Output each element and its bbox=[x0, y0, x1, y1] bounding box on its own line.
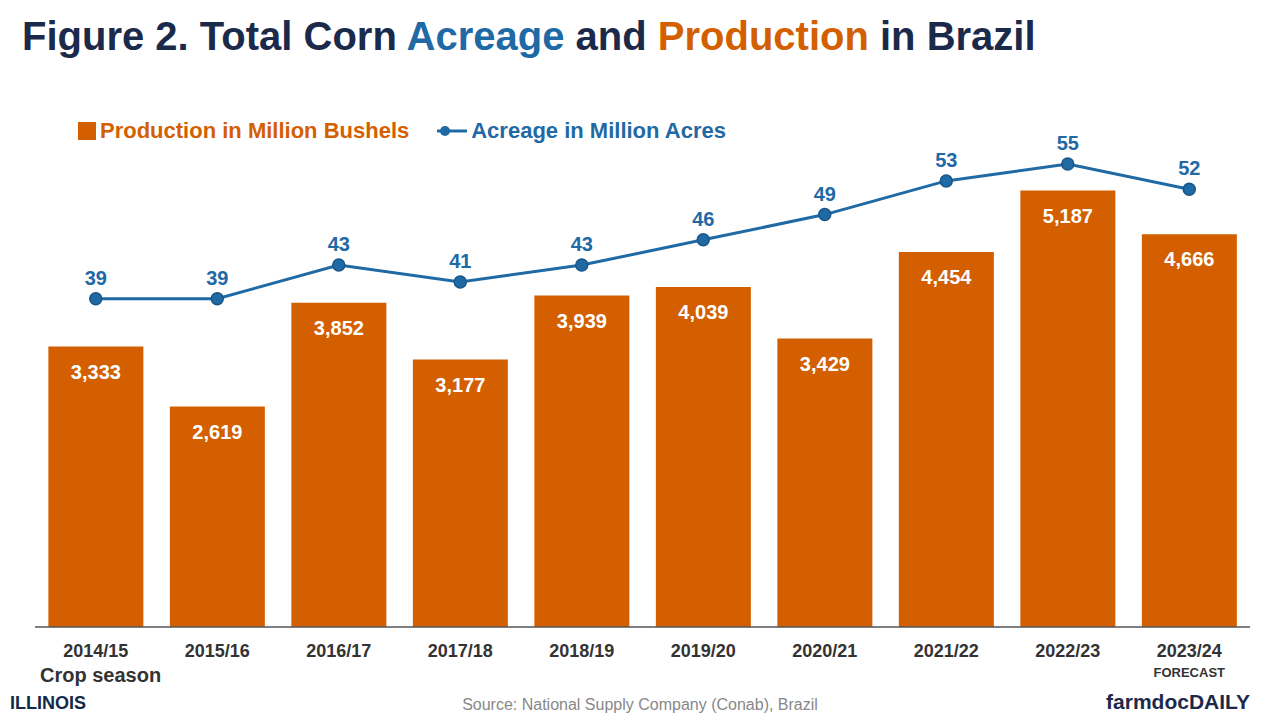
svg-text:4,666: 4,666 bbox=[1164, 248, 1214, 270]
svg-text:3,852: 3,852 bbox=[314, 317, 364, 339]
svg-text:5,187: 5,187 bbox=[1043, 205, 1093, 227]
svg-text:2016/17: 2016/17 bbox=[306, 641, 371, 661]
svg-text:43: 43 bbox=[328, 233, 350, 255]
svg-text:2020/21: 2020/21 bbox=[792, 641, 857, 661]
svg-text:4,454: 4,454 bbox=[921, 266, 972, 288]
svg-text:3,333: 3,333 bbox=[71, 361, 121, 383]
svg-text:41: 41 bbox=[449, 250, 471, 272]
svg-text:2019/20: 2019/20 bbox=[671, 641, 736, 661]
html-text:ILLINOIS: ILLINOIS bbox=[10, 693, 86, 713]
html-text:farmdocDAILY: farmdocDAILY bbox=[1106, 690, 1250, 713]
svg-text:2015/16: 2015/16 bbox=[185, 641, 250, 661]
html-text:Source: National Supply Compan: Source: National Supply Company (Conab),… bbox=[462, 696, 818, 713]
svg-text:2017/18: 2017/18 bbox=[428, 641, 493, 661]
svg-text:39: 39 bbox=[206, 267, 228, 289]
svg-text:46: 46 bbox=[692, 208, 714, 230]
svg-text:2,619: 2,619 bbox=[192, 421, 242, 443]
html-text:Figure 2. Total Corn Acreage a: Figure 2. Total Corn Acreage and Product… bbox=[22, 14, 1036, 58]
svg-text:2018/19: 2018/19 bbox=[549, 641, 614, 661]
svg-text:3,429: 3,429 bbox=[800, 353, 850, 375]
svg-text:49: 49 bbox=[814, 183, 836, 205]
svg-text:3,177: 3,177 bbox=[435, 374, 485, 396]
svg-text:53: 53 bbox=[935, 149, 957, 171]
svg-text:3,939: 3,939 bbox=[557, 310, 607, 332]
html-text:Acreage in Million Acres: Acreage in Million Acres bbox=[471, 118, 726, 143]
svg-text:2021/22: 2021/22 bbox=[914, 641, 979, 661]
svg-text:2023/24: 2023/24 bbox=[1157, 641, 1222, 661]
svg-text:4,039: 4,039 bbox=[678, 301, 728, 323]
svg-text:43: 43 bbox=[571, 233, 593, 255]
svg-text:2014/15: 2014/15 bbox=[63, 641, 128, 661]
svg-text:2022/23: 2022/23 bbox=[1035, 641, 1100, 661]
html-text:Crop season: Crop season bbox=[40, 664, 162, 686]
svg-text:FORECAST: FORECAST bbox=[1154, 665, 1226, 680]
svg-text:39: 39 bbox=[85, 267, 107, 289]
svg-text:52: 52 bbox=[1178, 157, 1200, 179]
html-text:Production in Million Bushels: Production in Million Bushels bbox=[100, 118, 410, 143]
svg-text:55: 55 bbox=[1057, 132, 1079, 154]
